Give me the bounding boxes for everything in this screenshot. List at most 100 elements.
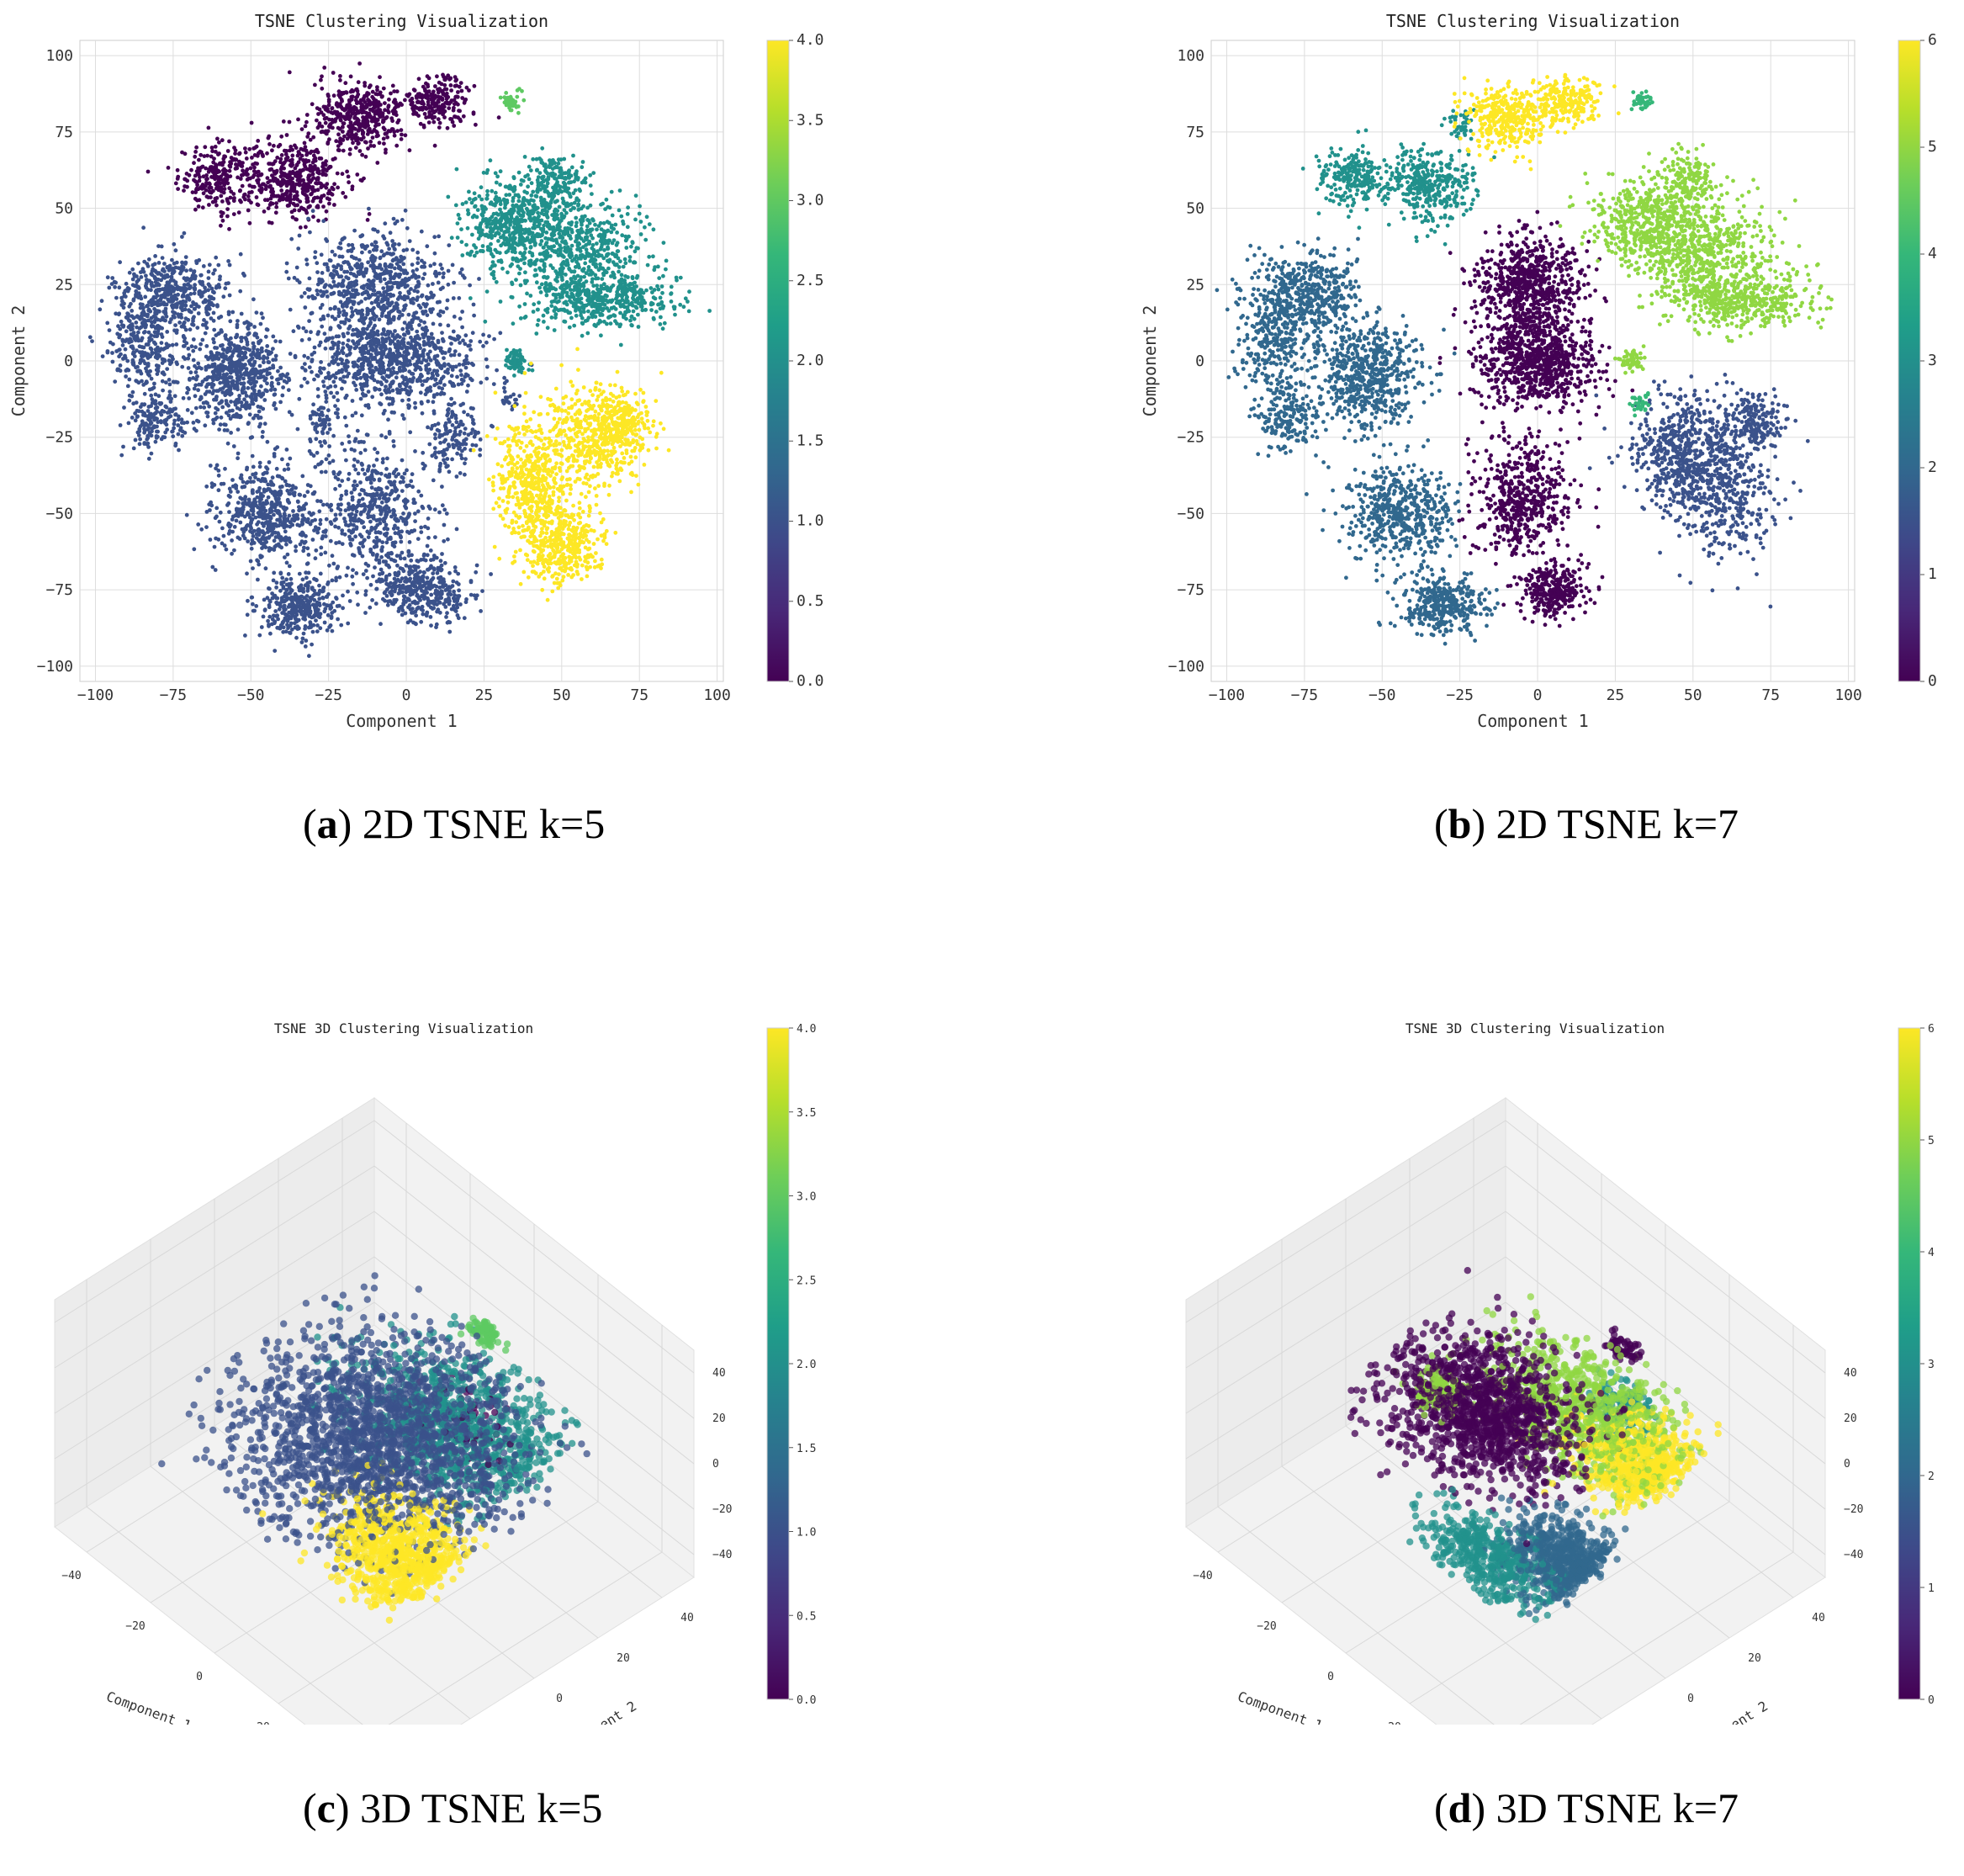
data-point bbox=[146, 342, 151, 347]
data-point bbox=[134, 321, 139, 325]
data-point bbox=[458, 368, 463, 373]
data-point bbox=[213, 268, 217, 273]
data-point bbox=[303, 192, 307, 197]
data-point bbox=[307, 580, 312, 585]
data-point bbox=[265, 439, 270, 444]
data-point bbox=[324, 283, 328, 288]
data-point bbox=[324, 185, 329, 190]
data-point bbox=[257, 389, 262, 394]
data-point bbox=[400, 218, 405, 222]
data-point bbox=[223, 154, 228, 159]
data-point bbox=[361, 285, 366, 290]
data-point bbox=[136, 284, 141, 289]
data-point bbox=[191, 337, 196, 342]
data-point bbox=[404, 278, 409, 283]
data-point bbox=[163, 311, 168, 316]
data-point bbox=[265, 372, 270, 377]
data-point bbox=[311, 188, 315, 193]
data-point bbox=[417, 92, 422, 96]
data-point bbox=[350, 399, 355, 403]
data-point bbox=[230, 310, 236, 315]
data-point bbox=[333, 316, 338, 321]
data-point bbox=[365, 326, 369, 331]
data-point bbox=[426, 283, 431, 288]
data-point bbox=[165, 367, 170, 371]
data-point bbox=[364, 383, 369, 388]
data-point bbox=[328, 623, 333, 628]
data-point bbox=[405, 225, 410, 231]
data-point bbox=[411, 273, 416, 277]
data-point bbox=[437, 120, 442, 125]
data-point bbox=[169, 274, 174, 279]
data-point bbox=[350, 187, 355, 192]
data-point bbox=[226, 413, 231, 418]
data-point bbox=[359, 108, 363, 113]
data-point bbox=[405, 363, 410, 368]
data-point bbox=[262, 490, 267, 494]
data-point bbox=[361, 272, 365, 277]
data-point bbox=[336, 185, 340, 190]
data-point bbox=[346, 331, 350, 336]
data-point bbox=[229, 336, 233, 341]
data-point bbox=[265, 520, 269, 524]
data-point bbox=[107, 285, 112, 290]
data-point bbox=[282, 538, 287, 543]
data-point bbox=[440, 266, 444, 271]
data-point bbox=[280, 457, 284, 462]
data-point bbox=[214, 333, 219, 337]
data-point bbox=[345, 260, 350, 265]
data-point bbox=[236, 490, 241, 494]
data-point bbox=[262, 378, 267, 383]
data-point bbox=[457, 84, 462, 89]
data-point bbox=[239, 336, 243, 340]
data-point bbox=[337, 254, 342, 259]
data-point bbox=[272, 538, 277, 543]
data-point bbox=[219, 193, 224, 199]
data-point bbox=[322, 167, 327, 172]
data-point bbox=[331, 273, 336, 278]
data-point bbox=[446, 362, 451, 367]
data-point bbox=[156, 317, 161, 322]
data-point bbox=[358, 375, 363, 380]
data-point bbox=[306, 625, 311, 630]
data-point bbox=[236, 397, 241, 401]
data-point bbox=[361, 346, 365, 351]
data-point bbox=[262, 532, 267, 536]
data-point bbox=[345, 374, 350, 379]
data-point bbox=[132, 354, 137, 358]
data-point bbox=[189, 304, 193, 309]
data-point bbox=[257, 513, 262, 517]
data-point bbox=[136, 278, 141, 283]
data-point bbox=[172, 328, 177, 333]
data-point bbox=[370, 119, 374, 124]
data-point bbox=[201, 191, 206, 196]
data-point bbox=[167, 343, 172, 348]
data-point bbox=[412, 105, 417, 110]
data-point bbox=[351, 140, 355, 146]
data-point bbox=[313, 82, 317, 87]
data-point bbox=[442, 363, 447, 368]
data-point bbox=[274, 580, 279, 586]
data-point bbox=[360, 336, 364, 341]
data-point bbox=[327, 188, 331, 193]
data-point bbox=[183, 260, 188, 265]
data-point bbox=[192, 547, 197, 552]
data-point bbox=[442, 271, 446, 276]
data-point bbox=[296, 174, 300, 179]
data-point bbox=[154, 349, 159, 353]
data-point bbox=[235, 166, 240, 171]
data-point bbox=[300, 365, 304, 370]
data-point bbox=[291, 329, 296, 334]
data-point bbox=[435, 74, 439, 79]
data-point bbox=[225, 401, 229, 406]
data-point bbox=[457, 296, 462, 300]
data-point bbox=[161, 347, 166, 352]
data-point bbox=[435, 300, 440, 305]
data-point bbox=[202, 154, 207, 159]
data-point bbox=[173, 181, 178, 186]
data-point bbox=[230, 379, 236, 384]
data-point bbox=[130, 322, 135, 326]
data-point bbox=[274, 585, 278, 590]
data-point bbox=[249, 508, 254, 512]
data-point bbox=[250, 435, 255, 440]
